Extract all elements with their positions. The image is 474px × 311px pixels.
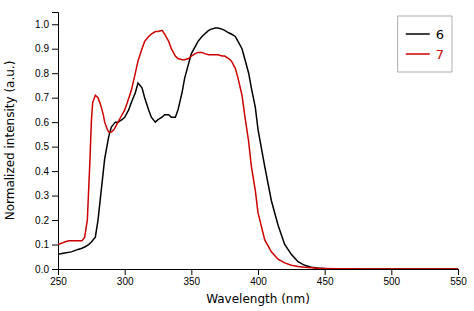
plot: 2503003504004505005500.00.10.20.30.40.50…: [35, 13, 467, 288]
y-tick-mark: [52, 269, 58, 270]
legend-swatch: [406, 53, 430, 55]
y-tick-mark: [52, 171, 58, 172]
y-tick-label: 0.6: [35, 117, 49, 128]
legend-label: 6: [436, 27, 444, 42]
x-tick-mark: [258, 269, 259, 275]
y-axis: 0.0 0.1 0.2 0.3 0.4 0.5 0.6 0.7 0.8 0.9 1.0: [35, 13, 58, 275]
y-tick: 0.2: [35, 215, 58, 226]
y-tick-mark: [52, 24, 58, 25]
x-tick-label: 350: [183, 276, 200, 287]
x-tick: 250: [50, 269, 67, 287]
y-tick-label: 0.3: [35, 190, 49, 201]
y-tick: 0.4: [35, 166, 58, 177]
y-tick-label: 0.7: [35, 92, 49, 103]
y-tick-label: 0.4: [35, 166, 49, 177]
x-tick-label: 400: [250, 276, 267, 287]
x-tick-label: 500: [383, 276, 400, 287]
x-axis-title: Wavelength (nm): [206, 292, 310, 306]
chart: 2503003504004505005500.00.10.20.30.40.50…: [0, 0, 474, 311]
y-tick-mark: [52, 49, 58, 50]
y-tick: 0.6: [35, 117, 58, 128]
x-tick: 400: [250, 269, 267, 287]
x-tick-mark: [391, 269, 392, 275]
y-tick-label: 0.5: [35, 141, 49, 152]
y-tick-mark: [52, 220, 58, 221]
y-tick: 0.9: [35, 43, 58, 54]
y-tick: 1.0: [35, 19, 58, 30]
y-tick-mark: [52, 196, 58, 197]
legend: 67: [398, 16, 452, 72]
x-tick-mark: [458, 269, 459, 275]
y-tick-mark: [52, 245, 58, 246]
y-tick-label: 0.1: [35, 239, 49, 250]
y-tick-mark: [52, 73, 58, 74]
y-tick-mark: [52, 147, 58, 148]
x-tick: 500: [383, 269, 400, 287]
x-tick: 450: [317, 269, 334, 287]
x-tick-label: 450: [317, 276, 334, 287]
y-tick-label: 0.9: [35, 43, 49, 54]
y-tick-label: 0.0: [35, 264, 49, 275]
x-tick-label: 300: [117, 276, 134, 287]
y-tick-mark: [52, 98, 58, 99]
y-tick: 0.1: [35, 239, 58, 250]
y-axis-title: Normalized intensity (a.u.): [3, 61, 17, 221]
legend-label: 7: [436, 47, 444, 62]
y-tick: 0.5: [35, 141, 58, 152]
y-axis-line: [52, 13, 59, 270]
x-axis-line: [59, 270, 459, 276]
y-tick-mark: [52, 122, 58, 123]
y-tick: 0.0: [35, 264, 58, 275]
x-tick-label: 550: [450, 276, 467, 287]
x-tick-mark: [325, 269, 326, 275]
legend-swatch: [406, 33, 430, 35]
x-tick: 550: [450, 269, 467, 287]
x-tick: 300: [117, 269, 134, 287]
legend-frame: [398, 16, 452, 72]
x-tick-mark: [191, 269, 192, 275]
x-tick-mark: [125, 269, 126, 275]
y-tick-label: 0.8: [35, 68, 49, 79]
y-tick: 0.3: [35, 190, 58, 201]
y-tick-label: 1.0: [35, 19, 49, 30]
y-tick: 0.8: [35, 68, 58, 79]
x-tick: 350: [183, 269, 200, 287]
x-axis: 250 300 350 400 450 500 550: [50, 269, 467, 287]
x-tick-label: 250: [50, 276, 67, 287]
y-tick: 0.7: [35, 92, 58, 103]
y-tick-label: 0.2: [35, 215, 49, 226]
